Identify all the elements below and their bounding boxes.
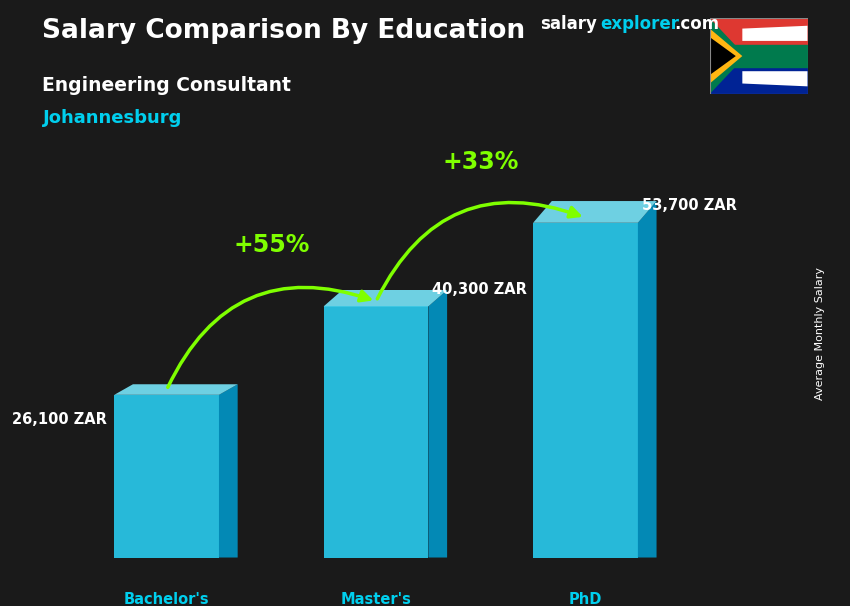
Text: +55%: +55% <box>233 233 309 257</box>
Bar <box>710 45 808 67</box>
Polygon shape <box>710 18 745 94</box>
Text: salary: salary <box>540 15 597 33</box>
Text: Engineering Consultant: Engineering Consultant <box>42 76 292 95</box>
Polygon shape <box>114 395 219 558</box>
Text: 40,300 ZAR: 40,300 ZAR <box>432 282 527 297</box>
Polygon shape <box>114 384 238 395</box>
Text: PhD: PhD <box>569 592 602 606</box>
Text: Average Monthly Salary: Average Monthly Salary <box>815 267 825 400</box>
Polygon shape <box>533 201 656 223</box>
Text: Johannesburg: Johannesburg <box>42 109 182 127</box>
Polygon shape <box>742 72 807 87</box>
Polygon shape <box>533 223 638 558</box>
Polygon shape <box>428 290 447 558</box>
Text: +33%: +33% <box>443 150 519 174</box>
Text: 53,700 ZAR: 53,700 ZAR <box>642 198 736 213</box>
Polygon shape <box>710 28 742 84</box>
Text: Master's
Degree: Master's Degree <box>341 592 411 606</box>
Polygon shape <box>324 290 447 306</box>
Polygon shape <box>638 201 656 558</box>
Text: Bachelor's
Degree: Bachelor's Degree <box>124 592 209 606</box>
Polygon shape <box>710 37 736 75</box>
Text: explorer: explorer <box>600 15 679 33</box>
Bar <box>710 18 808 56</box>
Text: Salary Comparison By Education: Salary Comparison By Education <box>42 18 525 44</box>
Bar <box>710 56 808 94</box>
Text: 26,100 ZAR: 26,100 ZAR <box>12 411 107 427</box>
Polygon shape <box>742 26 807 41</box>
Polygon shape <box>219 384 238 558</box>
Text: .com: .com <box>674 15 719 33</box>
Polygon shape <box>324 306 428 558</box>
